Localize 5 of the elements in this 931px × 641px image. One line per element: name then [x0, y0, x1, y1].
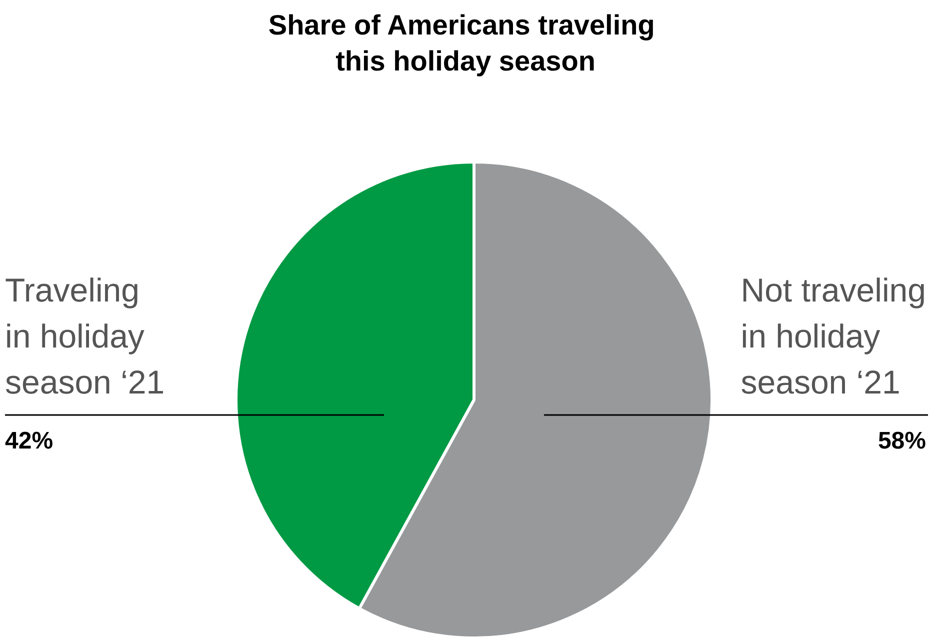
chart-title: Share of Americans traveling this holiday season	[268, 10, 663, 76]
data-label: 42%	[5, 428, 54, 454]
slice-label: Traveling in holiday season ‘21	[5, 272, 165, 400]
data-label: 58%	[878, 428, 926, 454]
slice-label: Not traveling in holiday season ‘21	[740, 272, 926, 400]
